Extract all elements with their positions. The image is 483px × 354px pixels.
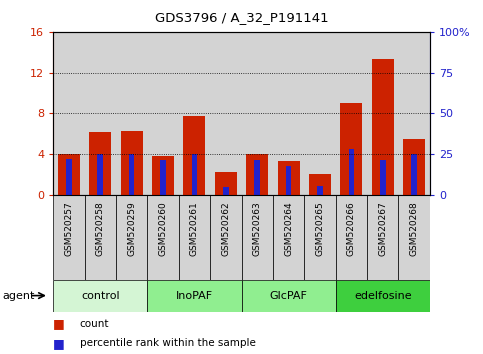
Bar <box>66 159 71 195</box>
Bar <box>53 280 147 312</box>
Text: GSM520260: GSM520260 <box>158 201 168 256</box>
Bar <box>192 154 197 195</box>
Text: percentile rank within the sample: percentile rank within the sample <box>80 338 256 348</box>
Bar <box>58 154 80 195</box>
Text: ■: ■ <box>53 337 65 350</box>
Bar <box>273 32 304 195</box>
Text: control: control <box>81 291 119 301</box>
Bar <box>317 185 323 195</box>
Text: GSM520263: GSM520263 <box>253 201 262 256</box>
Bar <box>147 280 242 312</box>
Bar <box>53 32 85 195</box>
Bar <box>210 32 242 195</box>
Bar <box>160 160 166 195</box>
Bar <box>372 59 394 195</box>
Text: GSM520261: GSM520261 <box>190 201 199 256</box>
Bar <box>336 32 367 195</box>
Bar <box>116 32 147 195</box>
Bar <box>85 195 116 280</box>
Text: GSM520264: GSM520264 <box>284 201 293 256</box>
Text: GlcPAF: GlcPAF <box>270 291 308 301</box>
Bar <box>179 195 210 280</box>
Bar <box>367 195 398 280</box>
Bar <box>309 175 331 195</box>
Bar <box>412 154 417 195</box>
Text: count: count <box>80 319 109 329</box>
Bar <box>179 32 210 195</box>
Bar <box>121 131 142 195</box>
Text: GSM520267: GSM520267 <box>378 201 387 256</box>
Bar <box>403 139 425 195</box>
Text: GDS3796 / A_32_P191141: GDS3796 / A_32_P191141 <box>155 11 328 24</box>
Bar <box>246 154 268 195</box>
Bar <box>398 195 430 280</box>
Bar <box>336 280 430 312</box>
Bar <box>85 32 116 195</box>
Text: agent: agent <box>2 291 35 301</box>
Bar <box>242 32 273 195</box>
Bar <box>341 103 362 195</box>
Bar <box>184 116 205 195</box>
Bar <box>349 149 354 195</box>
Text: GSM520266: GSM520266 <box>347 201 356 256</box>
Bar <box>223 187 228 195</box>
Bar <box>89 132 111 195</box>
Bar <box>98 154 103 195</box>
Text: GSM520268: GSM520268 <box>410 201 419 256</box>
Bar <box>242 195 273 280</box>
Bar <box>304 195 336 280</box>
Bar <box>147 32 179 195</box>
Bar <box>273 195 304 280</box>
Text: InoPAF: InoPAF <box>176 291 213 301</box>
Bar <box>53 195 85 280</box>
Bar <box>210 195 242 280</box>
Text: GSM520262: GSM520262 <box>221 201 230 256</box>
Bar <box>147 195 179 280</box>
Bar <box>336 195 367 280</box>
Text: GSM520265: GSM520265 <box>315 201 325 256</box>
Bar <box>255 160 260 195</box>
Bar <box>129 154 134 195</box>
Text: GSM520258: GSM520258 <box>96 201 105 256</box>
Bar <box>116 195 147 280</box>
Text: ■: ■ <box>53 318 65 330</box>
Text: GSM520257: GSM520257 <box>64 201 73 256</box>
Bar <box>367 32 398 195</box>
Bar <box>278 161 299 195</box>
Bar <box>398 32 430 195</box>
Text: edelfosine: edelfosine <box>354 291 412 301</box>
Bar <box>380 160 385 195</box>
Bar <box>242 280 336 312</box>
Bar <box>304 32 336 195</box>
Text: GSM520259: GSM520259 <box>127 201 136 256</box>
Bar <box>152 156 174 195</box>
Bar <box>286 166 291 195</box>
Bar <box>215 172 237 195</box>
